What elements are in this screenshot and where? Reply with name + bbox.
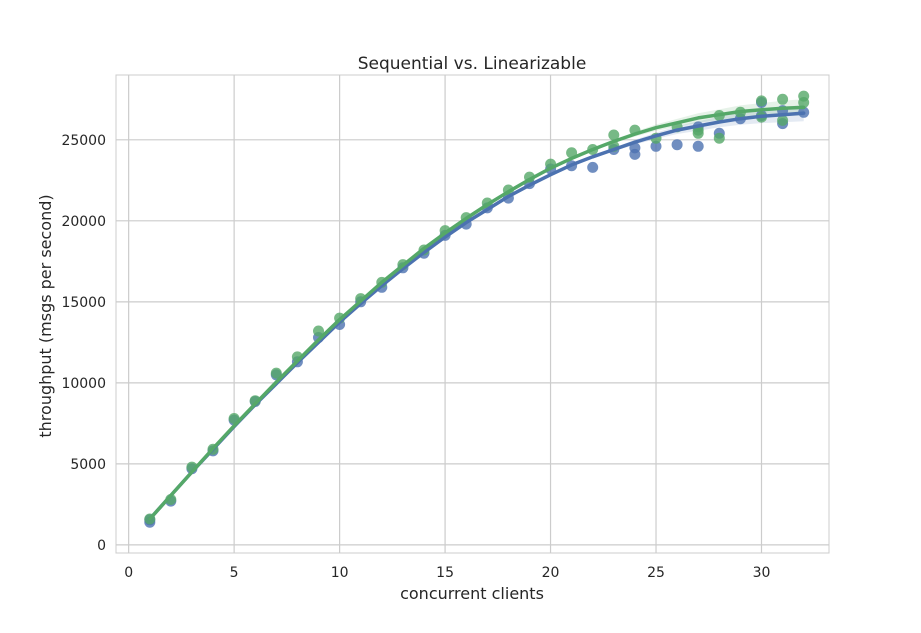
- y-axis-label: throughput (msgs per second): [36, 194, 55, 437]
- confidence-band-2: [149, 99, 804, 520]
- y-tick-label: 20000: [61, 214, 106, 230]
- x-tick-label: 15: [436, 565, 454, 581]
- series-2-point: [798, 97, 810, 108]
- x-tick-label: 5: [230, 565, 239, 581]
- x-tick-label: 0: [124, 565, 133, 581]
- y-tick-label: 0: [97, 538, 106, 554]
- series-2-point: [777, 114, 789, 126]
- x-tick-label: 25: [647, 565, 665, 581]
- chart-title: Sequential vs. Linearizable: [358, 54, 587, 74]
- data-points: [144, 90, 810, 528]
- x-tick-label: 30: [753, 565, 771, 581]
- series-1-point: [587, 161, 599, 173]
- series-2-point: [756, 95, 767, 107]
- y-tick-label: 10000: [61, 376, 106, 392]
- series-2-point: [270, 367, 282, 379]
- confidence-band-1: [149, 104, 804, 520]
- series-1-point: [629, 142, 641, 154]
- series-2-point: [713, 132, 725, 144]
- y-tick-label: 25000: [61, 133, 106, 149]
- series-2-point: [777, 93, 789, 105]
- fit-lines: [148, 105, 806, 521]
- grid: [116, 75, 829, 553]
- series-1-fit-line: [148, 111, 806, 521]
- confidence-bands: [149, 99, 804, 520]
- x-axis-ticks: 0 5 10 15 20 25 30: [124, 565, 770, 581]
- x-axis-label: concurrent clients: [400, 584, 544, 603]
- y-tick-label: 5000: [70, 457, 106, 473]
- x-tick-label: 20: [542, 565, 560, 581]
- series-1-point: [692, 140, 704, 152]
- series-2-point: [608, 129, 620, 141]
- plot-frame: [115, 74, 830, 554]
- series-1-point: [671, 139, 683, 151]
- series-2-point: [313, 325, 324, 337]
- series-1-point: [650, 140, 662, 152]
- y-tick-label: 15000: [61, 295, 106, 311]
- series-2-fit-line: [148, 105, 806, 521]
- x-tick-label: 10: [331, 565, 349, 581]
- y-axis-ticks: 0 5000 10000 15000 20000 25000: [61, 133, 106, 554]
